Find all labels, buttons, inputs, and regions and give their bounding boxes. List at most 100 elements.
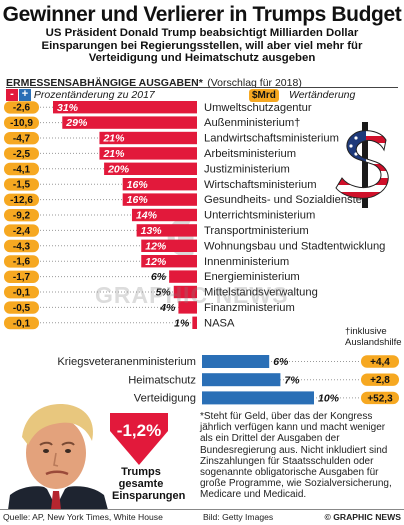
legend: - + Prozentänderung zu 2017 $Mrd Wertände…: [6, 89, 398, 103]
cut-bar: [173, 285, 197, 299]
mrd-value: -2,5: [13, 149, 31, 160]
source-credit: Quelle: AP, New York Times, White House: [3, 512, 163, 522]
cut-bar: [141, 255, 197, 268]
cut-bar: [99, 147, 197, 160]
row-label: Wirtschaftsministerium: [204, 179, 317, 191]
cut-pct-label: 6%: [151, 271, 167, 283]
cut-bar: [131, 208, 197, 222]
mrd-value: +52,3: [367, 393, 393, 404]
page-title: Gewinner und Verlierer in Trumps Budget: [2, 3, 402, 26]
trump-portrait-image: [0, 395, 112, 510]
total-savings-value: -1,2%: [116, 421, 162, 440]
mrd-pill: [361, 391, 399, 405]
row-label: Unterrichtsministerium: [204, 210, 315, 222]
cut-pct-label: 5%: [156, 287, 172, 299]
cut-pct-label: 21%: [102, 148, 125, 160]
cut-pct-label: 16%: [127, 194, 149, 206]
legend-percent-label: Prozentänderung zu 2017: [33, 89, 155, 101]
cut-pct-label: 12%: [145, 256, 167, 268]
cut-pct-label: 31%: [57, 102, 79, 114]
mrd-value: -1,6: [13, 257, 31, 268]
legend-mrd-badge: $Mrd: [249, 89, 279, 102]
cut-pct-label: 4%: [159, 302, 176, 314]
brand-credit: © GRAPHIC NEWS: [324, 512, 401, 522]
increase-bar: [202, 355, 270, 368]
caption-line: gesamte: [118, 478, 164, 490]
increase-pct-label: 7%: [284, 374, 300, 386]
mrd-pill: [361, 373, 399, 386]
total-savings-arrow: -1,2%: [108, 413, 170, 470]
increase-bar: [202, 373, 281, 387]
row-label: Transportministerium: [204, 225, 309, 237]
cut-pct-label: 1%: [174, 317, 190, 329]
increase-pct-label: 6%: [273, 356, 289, 368]
cut-bar: [192, 316, 197, 329]
increase-pct-label: 10%: [318, 393, 340, 405]
row-label: Außenministerium†: [204, 117, 300, 129]
cut-pct-label: 16%: [127, 179, 149, 191]
footer: Quelle: AP, New York Times, White House …: [3, 512, 401, 524]
mrd-value: -2,6: [13, 103, 31, 114]
cut-bar: [141, 239, 197, 252]
legend-mrd-label: Wertänderung: [289, 89, 356, 101]
mrd-pill: [4, 316, 39, 330]
row-label: Energieministerium: [204, 271, 300, 283]
dollar-flag-icon: [335, 122, 389, 208]
row-label: Heimatschutz: [128, 374, 196, 386]
mrd-value: -0,1: [13, 288, 31, 299]
mrd-value: -4,3: [13, 241, 31, 252]
mrd-pill: [4, 270, 39, 283]
cut-bar: [62, 116, 198, 129]
down-arrow-icon: [110, 413, 168, 465]
cut-bar: [136, 224, 197, 237]
mrd-pill: [4, 116, 39, 129]
mrd-pill: [4, 286, 39, 299]
cut-pct-label: 12%: [145, 240, 167, 252]
row-label: NASA: [204, 317, 235, 329]
budget-bar-chart: -2,6 31% Umweltschutzagentur -10,9 29% Außenm…: [4, 101, 399, 405]
mrd-value: -2,4: [13, 226, 31, 237]
section-year: (Vorschlag für 2018): [207, 77, 302, 89]
page-subtitle: US Präsident Donald Trump beabsichtigt M…: [41, 27, 363, 65]
mrd-pill: [4, 301, 39, 314]
row-label: Gesundheits- und Sozialdienste: [204, 194, 362, 206]
cut-bar: [122, 193, 197, 206]
row-label: Arbeitsministerium: [204, 148, 296, 160]
mrd-pill: [4, 162, 39, 176]
cut-bar: [178, 301, 197, 314]
cut-bar: [169, 270, 197, 283]
row-label: Landwirtschaftsministerium: [204, 133, 339, 145]
row-label: Umweltschutzagentur: [204, 102, 312, 114]
cut-bar: [99, 131, 197, 145]
cut-pct-label: 21%: [102, 133, 125, 145]
row-label: Finanzministerium: [204, 302, 295, 314]
cut-bar: [53, 101, 197, 114]
caption-line: Einsparungen: [112, 490, 186, 502]
mrd-pill: [4, 132, 39, 145]
row-label: Kriegsveteranenministerium: [57, 356, 196, 368]
mrd-pill: [4, 147, 39, 160]
mrd-value: -9,2: [13, 211, 31, 222]
mrd-pill: [4, 224, 39, 237]
mrd-pill: [361, 355, 399, 368]
mrd-pill: [4, 193, 39, 206]
section-divider: [6, 87, 398, 88]
cut-pct-label: 14%: [136, 210, 158, 222]
caption-line: Trumps: [121, 466, 161, 478]
mrd-pill: [4, 101, 39, 114]
mrd-value: +4,4: [370, 357, 390, 368]
cut-bar: [122, 178, 197, 191]
cut-pct-label: 29%: [65, 117, 88, 129]
mrd-pill: [4, 255, 39, 268]
spending-note: *Steht für Geld, über das der Kongress j…: [200, 411, 392, 501]
mrd-value: -12,6: [10, 195, 33, 206]
increase-bar: [202, 391, 314, 405]
row-label: Mittelstandsverwaltung: [204, 287, 318, 299]
mrd-value: -1,5: [13, 180, 31, 191]
mrd-value: -1,7: [13, 272, 31, 283]
mrd-pill: [4, 239, 39, 253]
dagger-footnote: †inklusive Auslandshilfe: [345, 326, 402, 348]
section-title: ERMESSENSABHÄNGIGE AUSGABEN*: [6, 77, 203, 89]
footer-divider: [0, 509, 404, 510]
mrd-value: +2,8: [370, 375, 390, 386]
